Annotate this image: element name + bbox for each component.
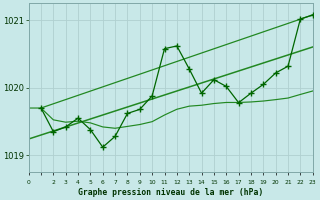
X-axis label: Graphe pression niveau de la mer (hPa): Graphe pression niveau de la mer (hPa) — [78, 188, 263, 197]
